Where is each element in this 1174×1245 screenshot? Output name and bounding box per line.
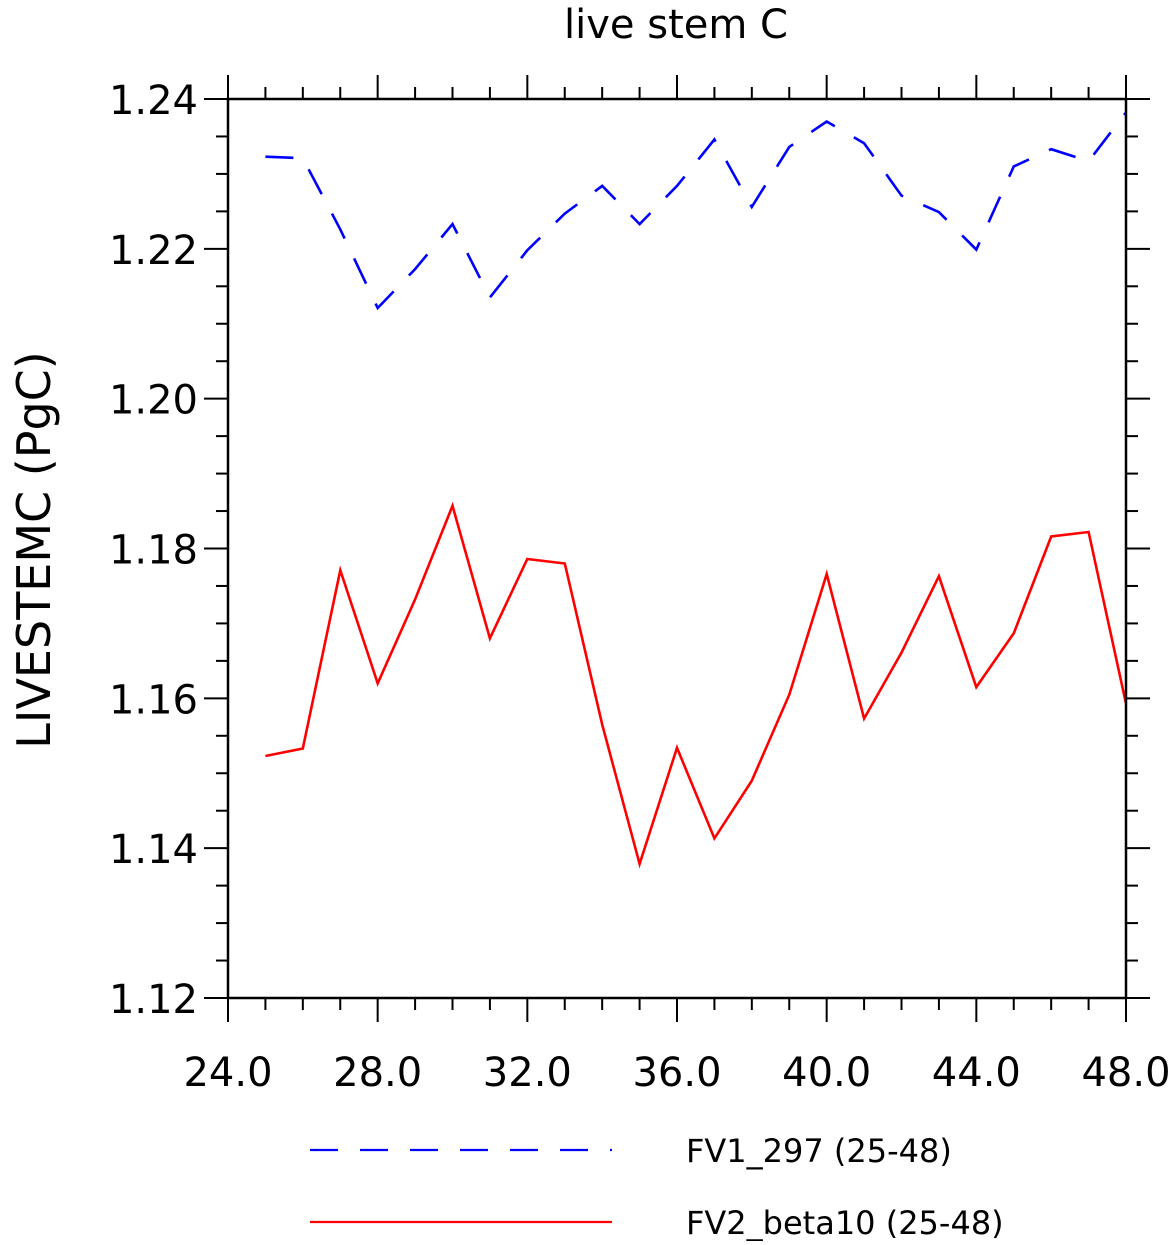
x-tick-label: 40.0	[782, 1050, 871, 1096]
plot-area: 1.12 1.14 1.16 1.18 1.20 1.22 1.24 24.0 28.0 32.0…	[109, 75, 1171, 1096]
plot-frame	[226, 97, 1128, 1000]
x-tick-label: 28.0	[333, 1050, 422, 1096]
legend-label-1: FV1_297 (25-48)	[686, 1132, 952, 1170]
x-tick-label: 48.0	[1081, 1050, 1170, 1096]
chart-title: live stem C	[564, 2, 788, 48]
series-line-2	[265, 501, 1128, 869]
series-line-1	[265, 111, 1128, 311]
y-tick-label: 1.20	[109, 378, 198, 424]
x-tick-label: 32.0	[483, 1050, 572, 1096]
y-tick-label: 1.18	[109, 528, 198, 574]
y-axis-label: LIVESTEMC (PgC)	[7, 351, 61, 748]
legend-label-2: FV2_beta10 (25-48)	[686, 1204, 1004, 1241]
y-tick-label: 1.16	[109, 677, 198, 723]
y-tick-label: 1.12	[109, 977, 198, 1023]
y-tick-label: 1.22	[109, 228, 198, 274]
x-tick-label: 44.0	[932, 1050, 1021, 1096]
x-tick-label: 36.0	[632, 1050, 721, 1096]
legend: FV1_297 (25-48) FV2_beta10 (25-48)	[310, 1132, 1004, 1242]
y-tick-label: 1.24	[109, 78, 198, 124]
y-tick-label: 1.14	[109, 827, 198, 873]
x-tick-label: 24.0	[183, 1050, 272, 1096]
